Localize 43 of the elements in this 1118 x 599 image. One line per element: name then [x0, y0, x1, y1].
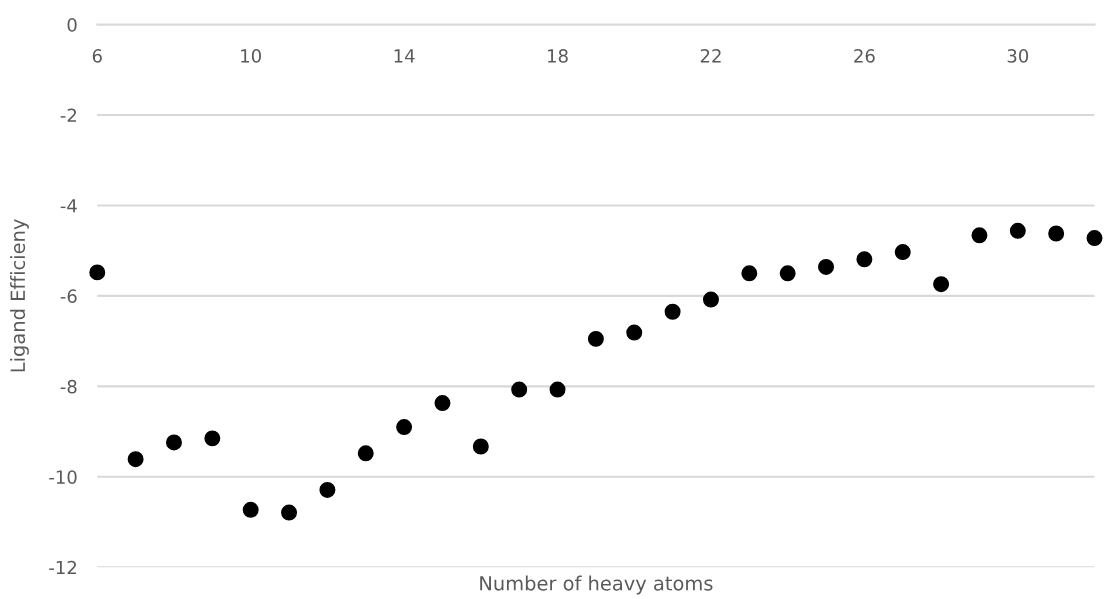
point — [1048, 225, 1065, 242]
point — [319, 481, 336, 498]
x-axis-title: Number of heavy atoms — [480, 575, 713, 595]
point — [242, 501, 259, 518]
point — [971, 227, 988, 244]
point — [587, 330, 604, 347]
point — [818, 258, 835, 275]
point — [127, 451, 144, 468]
x-tick-label: 30 — [1007, 49, 1029, 63]
point — [549, 381, 566, 398]
point — [472, 438, 489, 455]
y-tick-label: -10 — [49, 470, 77, 484]
x-tick-label: 22 — [700, 49, 721, 63]
point — [511, 381, 528, 398]
point — [1009, 222, 1026, 239]
y-axis-title: Ligand Efficieny — [10, 219, 29, 372]
y-tick-label: -6 — [60, 289, 77, 304]
x-tick-label: 10 — [241, 49, 261, 63]
point — [434, 395, 451, 412]
y-tick-label: -2 — [60, 108, 77, 122]
point — [204, 430, 221, 447]
y-tick-label: 0 — [67, 18, 77, 32]
x-tick-label: 18 — [548, 49, 568, 63]
point — [741, 265, 758, 282]
point — [89, 264, 106, 281]
point — [894, 244, 911, 261]
point — [165, 434, 182, 451]
y-tick-label: -12 — [49, 560, 77, 575]
point — [856, 251, 873, 268]
x-tick-label: 6 — [92, 49, 102, 63]
point — [933, 276, 950, 293]
point — [396, 419, 413, 436]
point — [1086, 230, 1103, 246]
point — [664, 303, 681, 320]
x-tick-label: 14 — [394, 49, 415, 63]
point — [281, 504, 298, 521]
y-tick-label: -8 — [60, 379, 77, 394]
x-tick-label: 26 — [854, 49, 875, 63]
point — [702, 291, 719, 308]
point — [779, 265, 796, 282]
y-tick-label: -4 — [60, 199, 77, 213]
point — [626, 324, 643, 341]
point — [357, 445, 374, 462]
